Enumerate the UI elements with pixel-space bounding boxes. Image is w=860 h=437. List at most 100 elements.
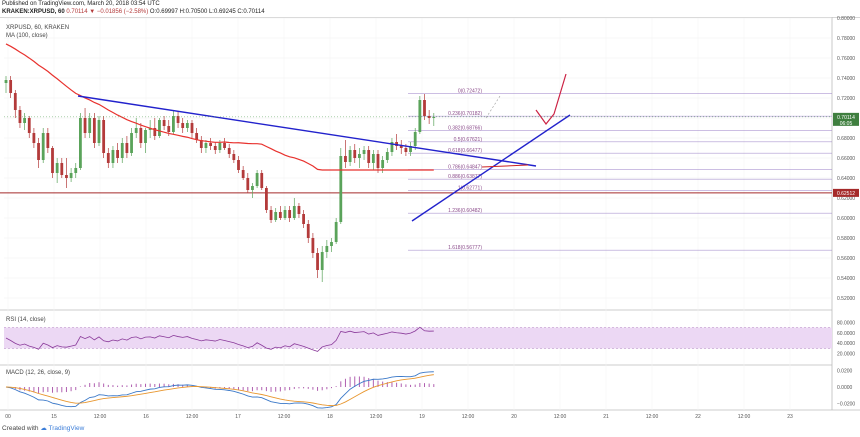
candle-body [60,163,64,175]
candle-body [311,238,315,253]
time-tick-label: 20 [511,414,517,420]
fib-level-label: 0.236(0.70182) [448,111,482,117]
candle-body [432,117,436,118]
rsi-line [5,326,434,352]
price-tick-label: 0.74000 [837,76,855,82]
fib-level-label: 0.5(0.67621) [454,137,483,143]
rsi-tick-label: 40.0000 [837,341,855,347]
quote-bar: KRAKEN:XRPUSD, 60 0.70114 ▼ −0.01856 (−2… [2,9,265,15]
candle-body [227,148,231,154]
price-tick-label: 0.60000 [837,216,855,222]
time-tick-label: 12:00 [462,414,475,420]
candle-body [153,128,157,136]
candle-body [423,100,426,116]
candle-body [283,210,287,218]
candle-body [418,100,422,132]
candle-body [32,133,36,143]
macd-line [5,371,434,409]
candle-body [362,150,366,154]
time-tick-label: 12:00 [278,414,291,420]
candle-body [27,118,31,133]
candle-body [427,116,431,118]
candle-body [241,170,245,178]
candle-body [274,212,278,220]
candle-body [353,150,357,158]
candle-body [97,120,101,143]
range-marker [481,164,529,168]
time-tick-label: 12:00 [646,414,659,420]
macd-tick-label: 0.0000 [837,385,853,391]
time-tick-label: 22 [695,414,701,420]
candle-body [120,143,124,158]
candle-body [320,252,324,270]
legend-ma: MA (100, close) [6,33,48,39]
candle-body [134,128,138,133]
price-tick-label: 0.72000 [837,96,855,102]
candle-body [9,80,13,93]
candle-body [306,224,310,238]
candle-body [69,173,73,178]
time-tick-label: 15 [51,414,57,420]
price-tick-label: 0.68000 [837,136,855,142]
candle-body [176,116,180,123]
macd-tick-label: −0.0200 [837,401,855,407]
fib-level-label: 0.618(0.66477) [448,148,482,154]
time-tick-label: 23 [787,414,793,420]
candle-body [190,123,194,133]
time-tick-label: 12:00 [738,414,751,420]
projection-arrow [535,73,567,125]
price-tick-label: 0.78000 [837,36,855,42]
hline-price-tag [833,188,859,197]
candle-body [265,188,268,210]
price-tick-label: 0.64000 [837,176,855,182]
price-tick-label: 0.58000 [837,236,855,242]
candle-body [209,143,212,146]
time-tick-label: 12:00 [94,414,107,420]
candle-body [339,156,343,222]
candle-body [348,150,352,162]
rsi-title: RSI (14, close) [6,317,46,323]
candle-body [344,156,347,162]
candle-body [288,210,292,218]
fib-level-label: 0.786(0.64847) [448,165,482,171]
candle-body [13,93,17,110]
candle-body [46,133,50,148]
candle-body [185,123,189,128]
macd-tick-label: 0.0200 [837,369,853,375]
candle-body [358,154,361,158]
candle-body [376,154,380,168]
candle-body [213,146,217,150]
price-tick-label: 0.66000 [837,156,855,162]
candle-body [116,150,119,158]
footer: Created with ☁ TradingView [2,424,84,432]
candle-body [18,110,22,123]
candle-body [172,116,175,132]
candle-body [237,160,240,170]
candle-body [199,140,203,148]
candle-body [158,120,161,136]
candle-body [325,246,329,252]
candle-body [316,253,319,270]
time-tick-label: 12:00 [186,414,199,420]
current-price-tag [833,112,859,126]
candle-body [251,186,254,190]
candle-body [23,118,26,123]
candle-body [79,118,82,168]
candle-body [399,146,403,148]
candle-body [413,132,417,146]
rsi-band [4,327,832,349]
candle-body [102,120,106,153]
candle-body [232,154,236,160]
candle-body [51,148,54,173]
candle-body [130,133,133,153]
quote-ohlc: O:0.69997 H:0.70500 L:0.69245 C:0.70114 [149,9,265,15]
price-tick-label: 0.80000 [837,16,855,22]
footer-created: Created with [2,425,39,432]
candle-body [167,126,171,132]
candle-body [367,150,371,163]
candle-body [106,153,110,163]
fib-level-label: 0.886(0.63877) [448,174,482,180]
footer-brand[interactable]: TradingView [48,425,85,432]
candle-body [269,210,273,220]
candle-body [255,173,259,186]
